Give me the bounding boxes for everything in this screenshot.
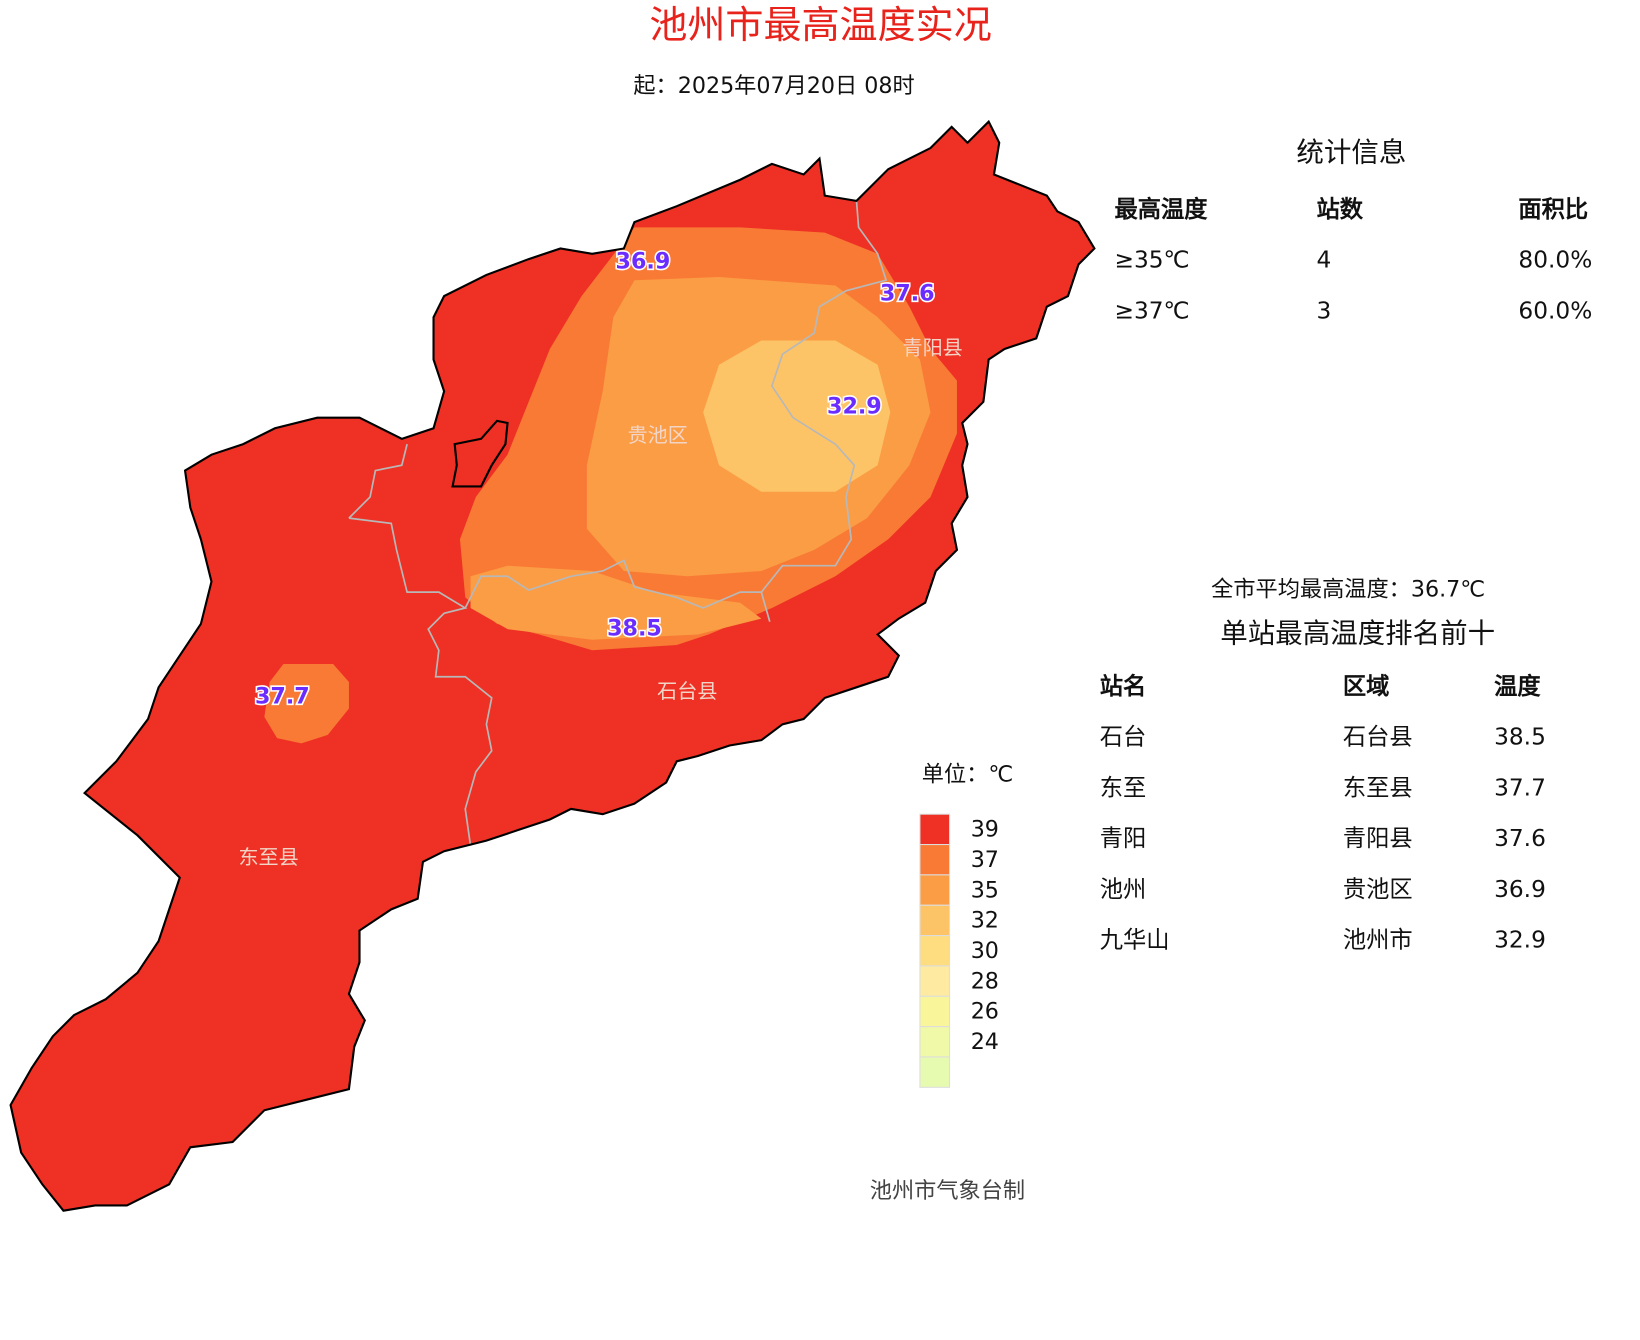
footer: 池州市气象台制 <box>870 1178 1025 1204</box>
boundary <box>348 443 493 847</box>
stats-table: 最高温度 站数 面积比 ≥35℃ 4 80.0% ≥37℃ 3 60.0% <box>1114 196 1592 325</box>
legend-label: 37 <box>971 847 999 873</box>
table-cell: 石台县 <box>1343 724 1413 751</box>
legend-label: 24 <box>971 1029 999 1055</box>
map-enclave <box>451 419 509 488</box>
legend-swatch <box>919 904 951 937</box>
legend-swatch <box>919 935 951 967</box>
table-cell: 38.5 <box>1494 724 1546 751</box>
table-cell: 九华山 <box>1100 927 1170 954</box>
table-cell: 东至县 <box>1343 774 1413 801</box>
table-cell: 东至 <box>1100 774 1147 801</box>
contours <box>264 227 957 744</box>
table-cell: 贵池区 <box>1343 876 1413 903</box>
legend-label: 39 <box>971 817 999 843</box>
table-header: 站名 <box>1100 673 1147 700</box>
district-label: 东至县 <box>238 845 298 869</box>
station-value: 37.7 <box>255 683 310 709</box>
legend-label: 30 <box>971 938 999 964</box>
station-value: 36.9 <box>616 249 671 275</box>
district-label: 贵池区 <box>628 423 688 447</box>
table-cell: 60.0% <box>1518 297 1592 324</box>
legend-swatch <box>919 874 951 906</box>
legend: 39 37 35 32 30 28 26 24 <box>919 813 999 1088</box>
station-value: 32.9 <box>827 394 882 420</box>
legend-label: 26 <box>971 999 999 1025</box>
district-label: 青阳县 <box>903 335 963 359</box>
table-cell: 32.9 <box>1494 927 1546 954</box>
legend-swatch <box>919 1056 951 1088</box>
title: 池州市最高温度实况 <box>649 3 991 47</box>
table-cell: 37.6 <box>1494 825 1546 852</box>
stats-title: 统计信息 <box>1296 136 1406 168</box>
table-cell: 36.9 <box>1494 876 1546 903</box>
legend-swatch <box>919 1026 951 1058</box>
table-cell: 池州市 <box>1343 927 1413 954</box>
boundary <box>760 200 888 622</box>
table-cell: ≥37℃ <box>1114 297 1189 324</box>
table-cell: 80.0% <box>1518 247 1592 274</box>
table-cell: 4 <box>1316 247 1331 274</box>
average: 全市平均最高温度：36.7℃ <box>1211 577 1485 603</box>
legend-label: 35 <box>971 877 999 903</box>
table-cell: 石台 <box>1100 724 1147 751</box>
legend-swatch <box>919 995 951 1028</box>
table-header: 站数 <box>1316 196 1363 223</box>
subtitle: 起：2025年07月20日 08时 <box>633 73 914 99</box>
table-cell: ≥35℃ <box>1114 247 1189 274</box>
table-header: 最高温度 <box>1114 196 1208 223</box>
table-header: 面积比 <box>1518 196 1588 223</box>
table-header: 区域 <box>1343 673 1390 700</box>
boundary <box>464 559 762 609</box>
legend-swatch <box>919 965 951 997</box>
table-cell: 池州 <box>1100 876 1147 903</box>
district-boundaries <box>348 200 888 847</box>
station-value: 37.6 <box>880 280 935 306</box>
ranking-title: 单站最高温度排名前十 <box>1220 617 1495 649</box>
contour-37 <box>264 664 349 744</box>
table-cell: 青阳县 <box>1343 825 1413 852</box>
table-cell: 3 <box>1316 297 1331 324</box>
legend-unit: 单位：℃ <box>922 762 1013 788</box>
legend-swatch <box>919 813 951 846</box>
legend-swatch <box>919 844 951 876</box>
station-value: 38.5 <box>607 616 662 642</box>
legend-label: 28 <box>971 968 999 994</box>
legend-label: 32 <box>971 908 999 934</box>
map-outline <box>9 119 1096 1212</box>
table-cell: 青阳 <box>1100 825 1147 852</box>
district-label: 石台县 <box>657 679 717 703</box>
table-header: 温度 <box>1494 673 1541 700</box>
table-cell: 37.7 <box>1494 774 1546 801</box>
